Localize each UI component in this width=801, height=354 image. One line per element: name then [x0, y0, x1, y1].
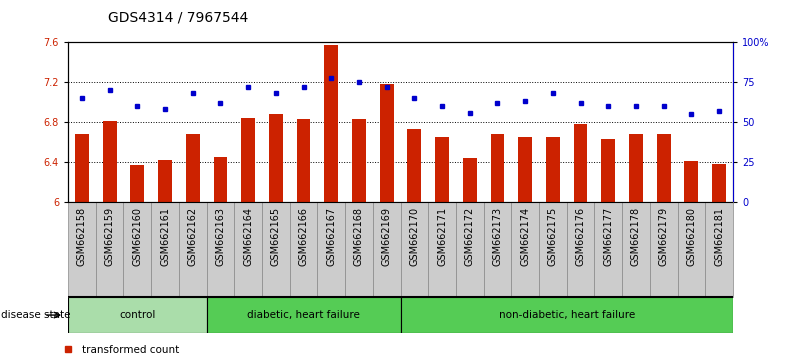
Bar [290, 202, 317, 297]
Text: diabetic, heart failure: diabetic, heart failure [247, 310, 360, 320]
Text: GSM662180: GSM662180 [686, 207, 696, 266]
Text: GSM662159: GSM662159 [105, 207, 115, 266]
Bar [345, 202, 372, 297]
Bar [372, 202, 400, 297]
Text: GSM662171: GSM662171 [437, 207, 447, 266]
Text: GSM662161: GSM662161 [160, 207, 170, 266]
Text: GSM662163: GSM662163 [215, 207, 225, 266]
Text: control: control [119, 310, 155, 320]
Bar [463, 158, 477, 202]
Bar [151, 202, 179, 297]
Bar [68, 202, 96, 297]
Text: GDS4314 / 7967544: GDS4314 / 7967544 [108, 11, 248, 25]
Text: GSM662175: GSM662175 [548, 207, 557, 266]
Bar [158, 160, 172, 202]
Text: GSM662164: GSM662164 [244, 207, 253, 266]
Text: disease state: disease state [1, 310, 70, 320]
Bar [241, 118, 255, 202]
Text: GSM662178: GSM662178 [631, 207, 641, 266]
Bar [518, 137, 532, 202]
Bar [380, 84, 393, 202]
Text: GSM662181: GSM662181 [714, 207, 724, 266]
Bar [186, 134, 199, 202]
Bar [490, 134, 505, 202]
Bar [511, 202, 539, 297]
Bar [574, 124, 587, 202]
Bar [96, 202, 123, 297]
Bar [484, 202, 511, 297]
Bar [456, 202, 484, 297]
Bar [408, 129, 421, 202]
Bar [567, 202, 594, 297]
Text: non-diabetic, heart failure: non-diabetic, heart failure [498, 310, 635, 320]
Bar [352, 119, 366, 202]
Legend: transformed count, percentile rank within the sample: transformed count, percentile rank withi… [58, 345, 258, 354]
Bar [712, 164, 726, 202]
Bar [594, 202, 622, 297]
Text: GSM662168: GSM662168 [354, 207, 364, 266]
Text: GSM662177: GSM662177 [603, 207, 614, 266]
Bar [269, 114, 283, 202]
Bar [207, 202, 235, 297]
Text: GSM662174: GSM662174 [520, 207, 530, 266]
Text: GSM662158: GSM662158 [77, 207, 87, 266]
Bar [705, 202, 733, 297]
Text: GSM662162: GSM662162 [187, 207, 198, 266]
Text: GSM662160: GSM662160 [132, 207, 143, 266]
Bar [214, 157, 227, 202]
Bar [131, 165, 144, 202]
Text: GSM662170: GSM662170 [409, 207, 420, 266]
Text: GSM662167: GSM662167 [326, 207, 336, 266]
Bar [262, 202, 290, 297]
Bar [207, 297, 400, 333]
Bar [317, 202, 345, 297]
Bar [429, 202, 456, 297]
Text: GSM662179: GSM662179 [658, 207, 669, 266]
Bar [123, 202, 151, 297]
Bar [622, 202, 650, 297]
Text: GSM662176: GSM662176 [576, 207, 586, 266]
Bar [546, 137, 560, 202]
Bar [400, 297, 733, 333]
Bar [678, 202, 705, 297]
Bar [657, 134, 670, 202]
Bar [68, 297, 207, 333]
Bar [296, 119, 311, 202]
Bar [324, 45, 338, 202]
Text: GSM662173: GSM662173 [493, 207, 502, 266]
Bar [435, 137, 449, 202]
Bar [539, 202, 567, 297]
Text: GSM662165: GSM662165 [271, 207, 281, 266]
Text: GSM662169: GSM662169 [381, 207, 392, 266]
Bar [400, 202, 429, 297]
Bar [684, 161, 698, 202]
Bar [235, 202, 262, 297]
Bar [650, 202, 678, 297]
Bar [75, 134, 89, 202]
Bar [103, 121, 117, 202]
Bar [629, 134, 643, 202]
Bar [602, 139, 615, 202]
Bar [179, 202, 207, 297]
Text: GSM662166: GSM662166 [299, 207, 308, 266]
Text: GSM662172: GSM662172 [465, 207, 475, 266]
